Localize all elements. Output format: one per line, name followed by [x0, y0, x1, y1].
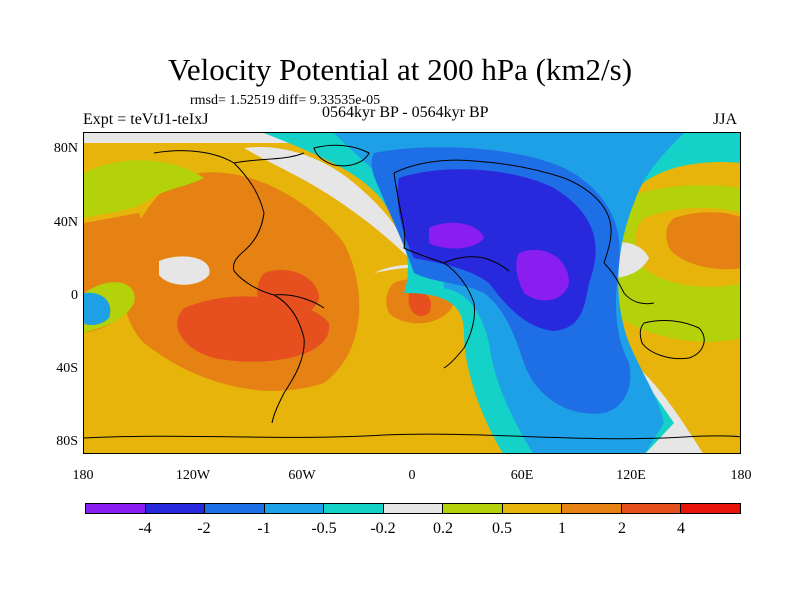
lon-tick-label: 120W [175, 468, 211, 483]
coastline [393, 159, 612, 264]
colorbar-label: 2 [618, 520, 626, 537]
colorbar-label: -2 [197, 520, 211, 537]
plot-title: Velocity Potential at 200 hPa (km2/s) [167, 52, 633, 87]
colorbar-swatch [383, 504, 444, 513]
lon-tick-label: 180 [72, 468, 94, 483]
colorbar-label: -4 [138, 520, 152, 537]
coastline [233, 270, 305, 424]
lon-tick-label: 60W [288, 468, 316, 483]
contour-fill [408, 291, 432, 317]
colorbar-swatch [562, 504, 622, 513]
coastline [603, 262, 655, 305]
colorbar-label: -1 [257, 520, 271, 537]
colorbar-label: 0.2 [433, 520, 453, 537]
lat-tick-label: 80S [56, 434, 78, 449]
contour-fill [244, 147, 414, 263]
contour-fill [84, 292, 111, 326]
colorbar-swatch [145, 504, 206, 513]
lat-tick-label: 0 [71, 288, 78, 303]
period-label: 0564kyr BP - 0564kyr BP [322, 104, 489, 121]
colorbar-swatch [264, 504, 325, 513]
coastlines [84, 144, 740, 440]
colorbar-swatch [502, 504, 563, 513]
lat-tick-label: 40S [56, 361, 78, 376]
coastline [443, 256, 510, 272]
coastline [233, 152, 305, 164]
experiment-label: Expt = teVtJ1-teIxJ [83, 111, 209, 128]
colorbar-swatch [681, 504, 741, 513]
stats-line: rmsd= 1.52519 diff= 9.33535e-05 [190, 93, 381, 108]
lon-tick-label: 60E [510, 468, 534, 483]
colorbar-label: 4 [677, 520, 685, 537]
map-plot [83, 132, 741, 454]
colorbar-swatch [324, 504, 384, 513]
coastline [84, 433, 740, 440]
coastline [273, 294, 325, 309]
colorbar-label: 1 [558, 520, 566, 537]
colorbar-swatch [86, 504, 146, 513]
contour-fill [159, 256, 210, 285]
coastline [639, 320, 705, 360]
colorbar-swatch [205, 504, 265, 513]
contour-fill [666, 212, 740, 270]
colorbar-label: 0.5 [492, 520, 512, 537]
lon-tick-label: 120E [616, 468, 646, 483]
contour-fill [516, 249, 569, 301]
colorbar-label: -0.5 [311, 520, 337, 537]
lat-tick-label: 40N [53, 215, 78, 230]
lon-tick-label: 180 [730, 468, 752, 483]
colorbar-swatch [621, 504, 682, 513]
contour-fill [84, 160, 204, 218]
coastline [153, 150, 265, 272]
lat-tick-label: 80N [53, 141, 78, 156]
season-label: JJA [713, 111, 738, 128]
coastline [313, 144, 370, 167]
colorbar-swatch [443, 504, 503, 513]
contour-fill [257, 269, 319, 318]
lon-tick-label: 0 [408, 468, 416, 483]
contour-fill [429, 222, 484, 249]
colorbar [85, 503, 741, 514]
colorbar-label: -0.2 [370, 520, 396, 537]
